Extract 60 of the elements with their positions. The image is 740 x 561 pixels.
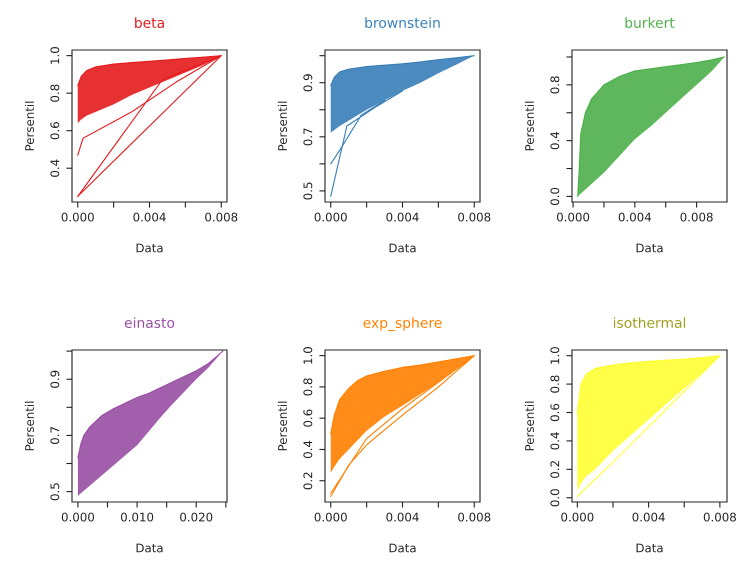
x-axis-title: Data [636,244,663,252]
x-axis-title: Data [390,244,416,252]
y-tick-label: 1.0 [50,47,60,64]
chart-title: beta [135,17,164,28]
y-tick-label: 0.7 [50,427,60,444]
x-tick-label: 0.000 [62,512,94,522]
y-tick-label: 0.2 [303,472,312,490]
y-tick-label: 0.2 [550,461,560,478]
chart-title: isothermal [614,317,686,328]
x-tick-label: 0.004 [386,512,419,522]
y-axis-title: Persentil [524,102,534,150]
y-tick-label: 0.9 [303,74,312,92]
y-tick-label: 0.7 [303,128,312,146]
x-axis-title: Data [136,544,163,552]
x-tick-label: 0.000 [561,512,594,522]
y-axis-title: Persentil [278,402,287,450]
chart-title: exp_sphere [363,317,442,332]
chart-title: brownstein [365,17,440,28]
y-tick-label: 0.6 [303,410,312,427]
y-axis-title: Persentil [24,102,34,150]
x-tick-label: 0.000 [314,212,347,222]
x-tick-label: 0.008 [458,512,490,522]
x-tick-label: 0.008 [704,512,736,522]
x-axis-title: Data [390,544,416,552]
y-tick-label: 0.5 [303,182,312,200]
x-tick-label: 0.004 [632,512,665,522]
y-tick-label: 0.4 [50,159,60,177]
x-axis-title: Data [636,544,663,552]
x-tick-label: 0.008 [680,212,713,222]
y-tick-label: 0.4 [303,440,312,458]
x-tick-label: 0.008 [205,212,238,222]
x-axis-title: Data [136,244,163,252]
y-axis-title: Persentil [524,402,534,450]
y-tick-label: 0.0 [550,489,560,506]
y-tick-label: 1.0 [303,347,312,364]
y-tick-label: 0.8 [303,378,312,396]
x-tick-label: 0.010 [120,512,154,522]
x-tick-label: 0.000 [314,512,347,522]
x-tick-label: 0.000 [62,212,94,222]
x-tick-label: 0.004 [618,212,652,222]
x-tick-label: 0.008 [458,212,490,222]
y-tick-label: 0.4 [550,132,560,150]
y-tick-label: 0.8 [550,76,560,94]
y-tick-label: 0.9 [50,370,60,388]
y-tick-label: 0.8 [550,376,560,393]
y-tick-label: 0.4 [550,432,560,450]
x-tick-label: 0.020 [180,512,212,522]
y-tick-label: 1.0 [550,347,560,364]
y-axis-title: Persentil [278,102,287,150]
y-tick-label: 0.0 [550,188,560,206]
chart-title: einasto [124,317,174,328]
y-tick-label: 0.5 [50,483,60,500]
x-tick-label: 0.004 [386,212,419,222]
x-tick-label: 0.004 [133,212,166,222]
y-axis-title: Persentil [24,402,34,450]
y-tick-label: 0.6 [50,122,60,140]
y-tick-label: 0.6 [550,404,560,422]
chart-title: burkert [625,17,674,28]
y-tick-label: 0.8 [50,84,60,102]
x-tick-label: 0.000 [556,212,590,222]
